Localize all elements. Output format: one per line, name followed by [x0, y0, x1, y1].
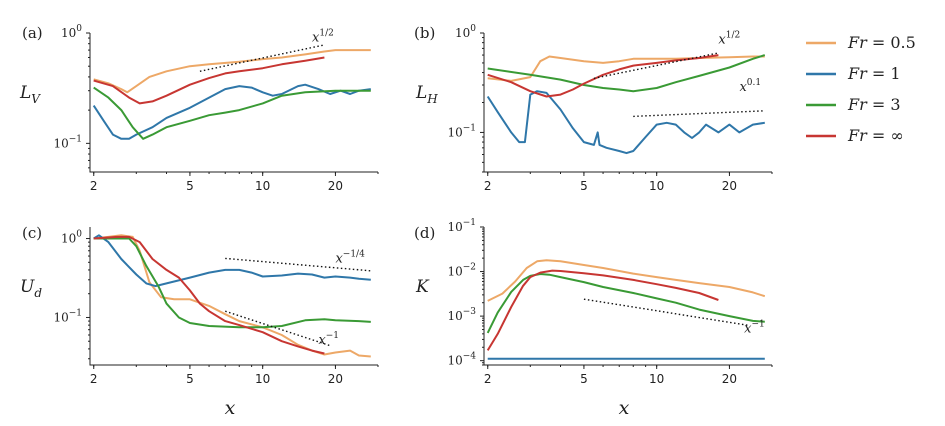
x-tick-label: 2	[484, 179, 492, 193]
x-tick-label: 5	[580, 179, 588, 193]
y-tick-label: 10−1	[53, 308, 82, 324]
legend-label: Fr = 3	[847, 95, 901, 114]
y-tick-label: 100	[61, 230, 82, 246]
y-tick-label: 100	[61, 24, 82, 40]
chart-panel-c: 2 5 10 20 100 10−1 (c) Ud x x−1/4 x−1	[20, 224, 379, 419]
reference-line-label: x1/2	[718, 31, 740, 48]
x-tick-label: 5	[186, 179, 194, 193]
y-axis-label: LV	[19, 83, 41, 106]
x-axis-label: x	[225, 397, 236, 419]
chart-panel-a: 2 5 10 20 100 10−1 (a) LV x1/2	[19, 24, 379, 193]
x-tick-label: 10	[255, 179, 270, 193]
legend-label: Fr = 1	[847, 64, 901, 83]
y-tick-label: 100	[455, 24, 476, 40]
x-tick-label: 20	[722, 372, 737, 386]
chart-panel-d: 2 5 10 20 10−1 10−2 10−3 10−4 (d) Kx x−1	[414, 218, 773, 419]
series-line-Fr-3	[93, 237, 371, 329]
series-line-Fr-3	[93, 86, 371, 140]
axis-spines	[89, 33, 378, 173]
series-line-Fr-1	[93, 234, 371, 288]
legend-entry: Fr = 0.5	[806, 33, 916, 52]
reference-line	[633, 110, 765, 118]
reference-line-label: x−1	[318, 331, 339, 348]
series-line-Fr-1	[486, 90, 765, 155]
x-tick-label: 10	[255, 372, 270, 386]
axis-spines	[483, 33, 772, 173]
series-line-Fr-	[487, 54, 719, 98]
panel-letter: (a)	[22, 24, 43, 42]
panel-letter: (d)	[414, 224, 435, 242]
axis-spines	[483, 227, 772, 366]
x-axis-label: x	[619, 397, 630, 419]
reference-line	[225, 257, 371, 272]
y-axis-label: Ud	[20, 277, 42, 300]
series-line-Fr-1	[92, 83, 371, 140]
y-axis-label: LH	[415, 83, 438, 106]
panel-letter: (c)	[22, 224, 42, 242]
y-tick-label: 10−1	[447, 123, 476, 139]
reference-line-label: x−1	[744, 319, 765, 336]
series-line-Fr-	[486, 269, 719, 351]
legend-entry: Fr = 1	[806, 64, 901, 83]
series-line-Fr-3	[487, 54, 766, 93]
reference-line-label: x0.1	[739, 78, 761, 95]
x-tick-label: 2	[90, 179, 98, 193]
x-tick-label: 20	[328, 372, 343, 386]
reference-line	[593, 52, 719, 80]
reference-line	[225, 310, 331, 347]
axis-spines	[89, 227, 378, 366]
legend-entry: Fr = 3	[806, 95, 901, 114]
y-tick-label: 10−3	[447, 307, 476, 323]
x-tick-label: 10	[649, 372, 664, 386]
y-tick-label: 10−4	[447, 352, 476, 368]
series-line-Fr-0.5	[93, 234, 371, 358]
reference-line	[583, 298, 749, 327]
x-tick-label: 2	[90, 372, 98, 386]
x-tick-label: 20	[328, 179, 343, 193]
reference-line-label: x−1/4	[335, 249, 365, 266]
y-tick-label: 10−1	[447, 218, 476, 234]
series-line-Fr-0.5	[487, 55, 765, 82]
panel-letter: (b)	[414, 24, 435, 42]
x-tick-label: 20	[722, 179, 737, 193]
reference-line-label: x1/2	[312, 28, 334, 45]
x-tick-label: 10	[649, 179, 664, 193]
legend: Fr = 0.5 Fr = 1 Fr = 3 Fr = ∞	[806, 33, 916, 145]
legend-label: Fr = ∞	[847, 126, 904, 145]
x-tick-label: 2	[484, 372, 492, 386]
chart-panel-b: 2 5 10 20 100 10−1 (b) LH x1/2 x0.1	[414, 24, 773, 193]
y-tick-label: 10−1	[53, 134, 82, 150]
legend-label: Fr = 0.5	[847, 33, 916, 52]
x-tick-label: 5	[580, 372, 588, 386]
y-tick-label: 10−2	[447, 263, 476, 279]
x-tick-label: 5	[186, 372, 194, 386]
series-line-Fr-	[93, 56, 325, 105]
legend-entry: Fr = ∞	[806, 126, 904, 145]
y-axis-label: K	[415, 277, 430, 297]
series-line-Fr-	[93, 235, 325, 355]
series-line-Fr-3	[486, 273, 765, 334]
series-line-Fr-0.5	[93, 49, 371, 94]
reference-line	[199, 44, 325, 72]
series-line-Fr-0.5	[487, 259, 766, 302]
